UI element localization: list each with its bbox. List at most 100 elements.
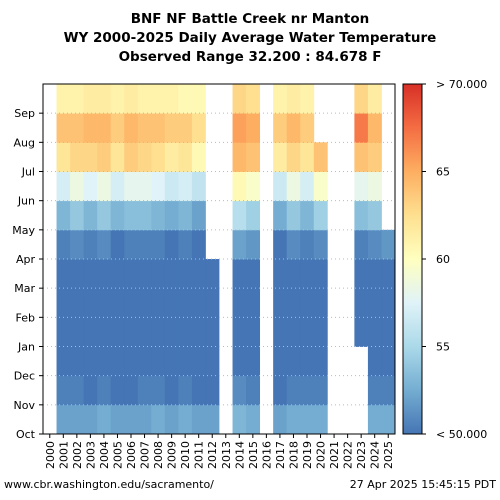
heat-cell [232,375,247,406]
heat-cell [191,171,206,202]
heat-cell [300,259,315,289]
heat-cell [56,84,71,114]
heat-cell [273,171,288,202]
heat-cell [178,317,193,347]
heat-cell [124,229,139,260]
x-tick-label: 2015 [247,441,260,469]
heat-cell [232,288,247,318]
heat-cell [232,142,247,172]
heat-cell [246,346,261,377]
y-tick-label: Dec [14,370,35,383]
heat-cell [246,317,261,347]
heat-cell [205,375,220,406]
heat-cell [286,288,301,318]
heat-cell [205,288,220,318]
heat-cell [273,200,288,231]
heat-cell [70,113,85,143]
heat-cell [232,200,247,231]
heat-cell [97,259,112,289]
heat-cell [110,259,125,289]
heat-cell [97,200,112,231]
heat-cell [70,229,85,260]
heat-cell [367,404,382,435]
colorbar-label: 60 [436,253,450,266]
heat-cell [273,229,288,260]
heat-cell [178,142,193,172]
y-tick-label: Jul [21,166,35,179]
x-tick-label: 2013 [220,441,233,469]
heat-cell [191,346,206,377]
heat-cell [286,142,301,172]
heat-cell [354,171,369,202]
heat-cell [164,259,179,289]
heat-cell [191,113,206,143]
x-tick-label: 2001 [57,441,70,469]
heat-cell [286,375,301,406]
heat-cell [83,346,98,377]
heat-cell [313,404,328,435]
heat-cell [110,113,125,143]
heat-cell [313,375,328,406]
heat-cell [273,288,288,318]
heat-cell [286,84,301,114]
grid-lines [43,112,395,406]
heat-cell [70,346,85,377]
heat-cell [381,375,396,406]
heat-cell [110,317,125,347]
colorbar-label: 65 [436,166,450,179]
heat-cell [367,171,382,202]
heat-cell [83,317,98,347]
y-tick-label: Mar [14,282,35,295]
y-tick-label: Jan [17,341,35,354]
heat-cell [232,229,247,260]
heat-cell [191,200,206,231]
heat-cell [124,84,139,114]
heat-cell [151,113,166,143]
heat-cell [273,142,288,172]
heat-cell [83,113,98,143]
heat-cell [164,346,179,377]
heat-cell [232,171,247,202]
heat-cell [151,142,166,172]
heat-cell [137,288,152,318]
heat-cell [97,142,112,172]
y-tick-label: Feb [16,311,35,324]
heat-cell [164,84,179,114]
heat-cell [124,346,139,377]
source-url[interactable]: www.cbr.washington.edu/sacramento/ [4,478,214,491]
heat-cell [137,259,152,289]
heat-cell [137,229,152,260]
heat-cell [70,317,85,347]
heat-cell [56,142,71,172]
heat-cell [151,317,166,347]
heat-cell [191,229,206,260]
heat-cell [151,346,166,377]
heat-cell [151,404,166,435]
heat-cell [300,404,315,435]
heat-cell [97,346,112,377]
heat-cell [286,200,301,231]
heat-cell [300,84,315,114]
heat-cell [83,84,98,114]
heat-cell [124,375,139,406]
heat-cell [110,404,125,435]
heat-cell [124,113,139,143]
heat-cell [164,142,179,172]
heat-cell [70,404,85,435]
heat-cell [56,346,71,377]
heat-cell [124,142,139,172]
heat-cell [300,229,315,260]
heat-cell [137,346,152,377]
x-tick-label: 2014 [233,441,246,469]
heat-cell [124,200,139,231]
heat-cell [381,404,396,435]
timestamp: 27 Apr 2025 15:45:15 PDT [349,478,496,491]
heat-cell [178,200,193,231]
x-tick-label: 2005 [111,441,124,469]
heat-cell [286,229,301,260]
heat-cell [273,259,288,289]
heat-cell [164,375,179,406]
colorbar: < 50.000 55 60 65 > 70.000 [402,78,487,441]
heat-cell [110,346,125,377]
heat-cell [151,288,166,318]
